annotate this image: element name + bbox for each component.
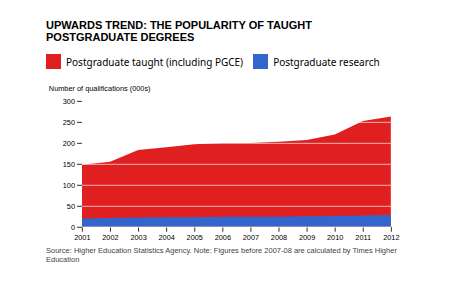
svg-text:50: 50	[67, 202, 75, 211]
html-text:Postgraduate research: Postgraduate research	[273, 54, 380, 69]
html-text:Postgraduate taught (including: Postgraduate taught (including PGCE)	[66, 54, 244, 69]
html-text:Source: Higher Education Stati: Source: Higher Education Statistics Agen…	[46, 246, 397, 265]
svg-text:300: 300	[63, 97, 75, 106]
svg-text:2002: 2002	[102, 233, 118, 242]
svg-text:2005: 2005	[187, 233, 203, 242]
svg-text:2006: 2006	[215, 233, 231, 242]
svg-text:2004: 2004	[158, 233, 174, 242]
svg-text:2010: 2010	[327, 233, 343, 242]
svg-text:2008: 2008	[271, 233, 287, 242]
svg-text:2003: 2003	[130, 233, 146, 242]
svg-text:200: 200	[63, 139, 75, 148]
svg-text:2007: 2007	[243, 233, 259, 242]
svg-text:2012: 2012	[383, 233, 399, 242]
svg-text:2001: 2001	[74, 233, 90, 242]
html-text:UPWARDS TREND: THE POPULARITY: UPWARDS TREND: THE POPULARITY OF TAUGHT …	[46, 19, 312, 43]
svg-text:0: 0	[71, 223, 75, 232]
svg-text:250: 250	[63, 118, 75, 127]
svg-text:150: 150	[63, 160, 75, 169]
svg-text:2009: 2009	[299, 233, 315, 242]
svg-text:100: 100	[63, 181, 75, 190]
svg-text:2011: 2011	[355, 233, 371, 242]
svg-text:Number of qualifications (000s: Number of qualifications (000s)	[49, 84, 151, 93]
